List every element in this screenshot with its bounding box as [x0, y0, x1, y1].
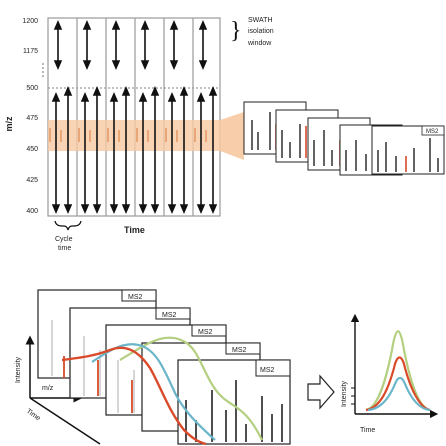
annotation-line2: isolation	[248, 28, 274, 35]
lower-window-arrows	[51, 85, 218, 215]
y-tick-1200: 1200	[22, 18, 38, 25]
top-ms2-label: MS2	[426, 129, 439, 135]
xic-trace-green	[365, 330, 431, 412]
bottom-ms2-label-4: MS2	[232, 347, 247, 354]
y-tick-425: 425	[26, 177, 38, 184]
annotation-line3: window	[247, 40, 272, 47]
bottom-ms2-label-3: MS2	[198, 329, 213, 336]
isolation-window-band	[48, 120, 220, 151]
annotation-line1: SWATH	[248, 17, 273, 24]
y-tick-400: 400	[26, 208, 38, 215]
top-plot-frame	[47, 17, 221, 217]
xic-y-axis-label: Intensity	[341, 380, 348, 407]
bottom-panel: Intensity m/z Time MS2 MS2	[15, 289, 439, 446]
bottom-x-axis-label: m/z	[42, 385, 54, 392]
y-tick-1175: 1175	[23, 48, 38, 55]
y-tick-500: 500	[26, 85, 38, 92]
bottom-time-label: Time	[25, 408, 42, 423]
top-x-axis-label: Time	[124, 225, 145, 235]
bottom-ms2-frame-5: MS2	[177, 359, 291, 445]
axis-break	[42, 63, 44, 77]
top-y-axis-label: m/z	[4, 116, 14, 132]
top-ms2-stack: MS2	[243, 101, 445, 176]
y-tick-475: 475	[26, 115, 38, 122]
bottom-ms2-label-2: MS2	[162, 312, 177, 319]
upper-window-arrows	[53, 19, 208, 71]
cycle-label-line1: Cycle	[55, 236, 73, 243]
xic-x-axis-label: Time	[360, 427, 375, 434]
top-ms2-spectrum-5: MS2	[371, 125, 445, 175]
trace-green	[119, 336, 263, 441]
top-plot-grid	[48, 18, 220, 216]
y-tick-450: 450	[26, 146, 38, 153]
trace-red	[61, 346, 207, 446]
isolation-brace: }	[230, 18, 242, 44]
projection-wedge	[220, 112, 244, 160]
band-ticks	[49, 128, 207, 142]
bottom-ms2-label-5: MS2	[260, 367, 275, 374]
bottom-ms2-stack: MS2 MS2 MS2	[37, 289, 291, 445]
xic-trace-red	[365, 356, 431, 412]
bottom-ms2-label-1: MS2	[128, 294, 143, 301]
xic-trace-blue	[367, 376, 431, 412]
xic-plot: Intensity Time	[341, 313, 439, 434]
cycle-time-brace	[54, 220, 82, 231]
bottom-time-axis	[29, 397, 101, 445]
cycle-label-line2: time	[58, 245, 71, 252]
top-panel: m/z 1200 1175 500 475 450 425 400	[4, 17, 445, 252]
arrow-to-xic	[307, 374, 335, 410]
bottom-y-axis-label: Intensity	[15, 356, 22, 383]
